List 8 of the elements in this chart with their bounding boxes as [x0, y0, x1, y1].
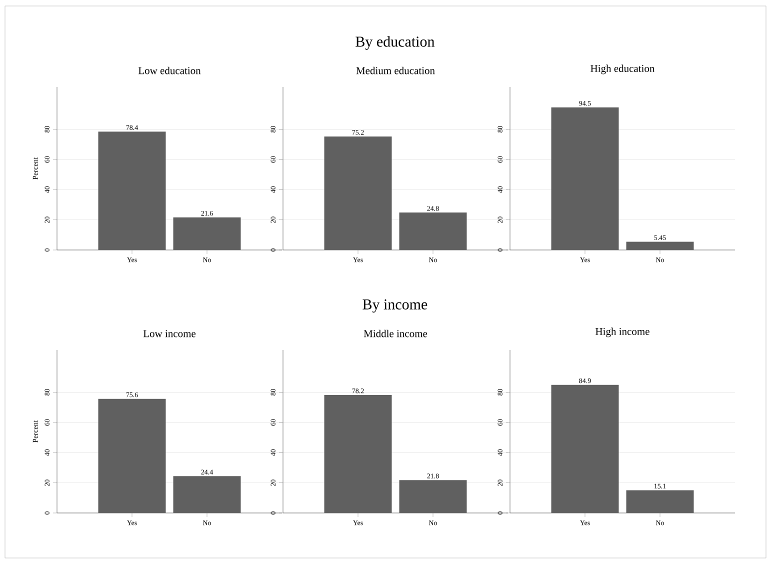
chart-title: Medium education — [356, 66, 435, 74]
text: By income — [362, 299, 428, 313]
chart-title: High income — [596, 328, 650, 338]
chart-title: Low education — [138, 66, 201, 74]
text: By education — [356, 36, 435, 50]
chart-title: High education — [590, 64, 655, 74]
chart-title: Middle income — [364, 330, 428, 338]
chart-title: Low income — [143, 330, 196, 338]
